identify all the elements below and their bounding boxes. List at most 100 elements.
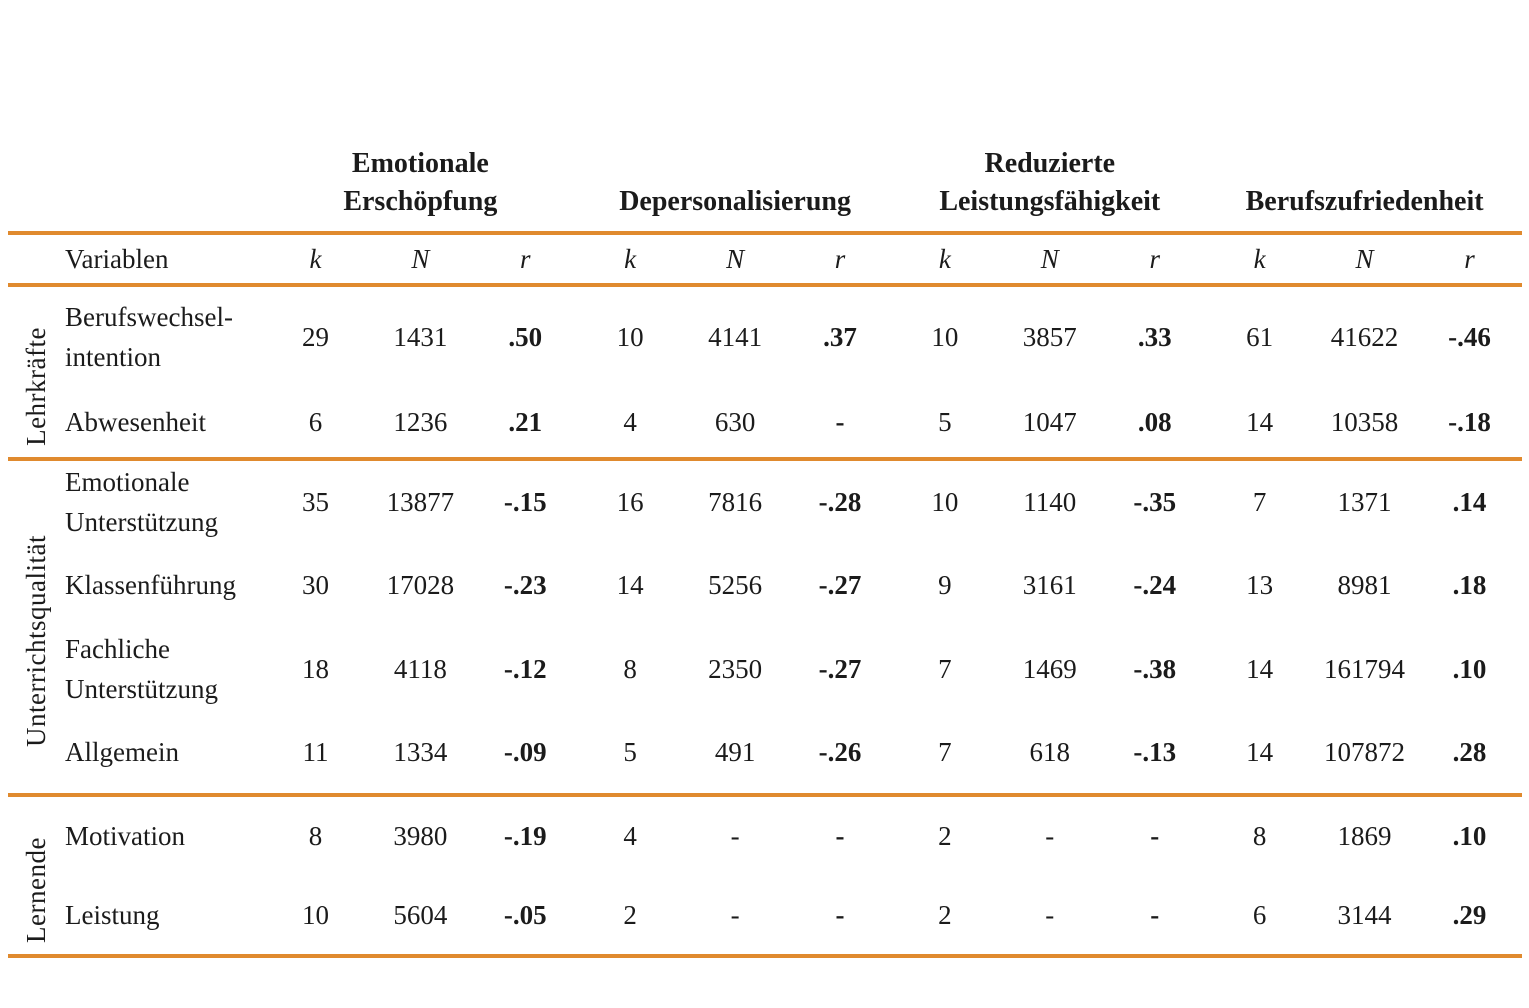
header-k: k: [263, 233, 368, 287]
variable-label: Emotionale Unterstützung: [65, 466, 218, 537]
cell-rl-N: 618: [997, 710, 1103, 797]
row-emotionale-unterstuetzung: Unterrichtsqualität Emotionale Unterstüt…: [8, 458, 1522, 797]
variable-label: Leistung: [63, 875, 263, 958]
cell-ee-N: 1236: [367, 386, 473, 461]
row-motivation: Lernende Motivation 8 3980 -.19 4 - - 2 …: [8, 794, 1522, 958]
row-leistung: Leistung 10 5604 -.05 2 - - 2 - - 6 3144…: [8, 875, 1522, 958]
cell-rl-k: 9: [938, 569, 952, 600]
cell-bz-k: 14: [1207, 710, 1313, 797]
cell-ee-N: 1334: [367, 710, 473, 797]
cell-bz-r: .28: [1416, 710, 1522, 797]
cell-dp-N: 491: [682, 710, 788, 797]
cell-bz-N: 10358: [1312, 386, 1417, 461]
row-group-label-lernende: Lernende: [8, 794, 63, 958]
cell-dp-r: -.28: [818, 486, 862, 517]
row-group-label-text: Lehrkräfte: [20, 327, 51, 446]
header-N: N: [367, 233, 473, 287]
cell-bz-r: -.18: [1416, 386, 1522, 461]
cell-ee-r: -.15: [503, 486, 547, 517]
header-N: N: [1312, 233, 1417, 287]
cell-bz-k: 8: [1252, 821, 1267, 852]
cell-rl-r: -: [1102, 875, 1208, 958]
column-group-emotionale-erschoepfung: Emotionale Erschöpfung: [263, 145, 578, 235]
cell-rl-N: 1140: [1023, 486, 1077, 517]
row-klassenfuehrung: Klassenführung 30 17028 -.23 14 5256 -.2…: [8, 543, 1522, 627]
cell-bz-r: .29: [1416, 875, 1522, 958]
row-group-label-lehrkraefte: Lehrkräfte: [8, 285, 63, 461]
cell-bz-k: 13: [1246, 569, 1274, 600]
cell-rl-k: 10: [931, 321, 959, 352]
cell-dp-k: 4: [623, 821, 637, 852]
group-column-spacer: [8, 233, 63, 287]
cell-ee-k: 35: [301, 486, 329, 517]
header-k: k: [577, 233, 683, 287]
header-N: N: [997, 233, 1103, 287]
cell-rl-r: -: [1150, 821, 1160, 852]
cell-bz-k: 14: [1246, 653, 1274, 684]
cell-bz-r: -.46: [1448, 321, 1491, 352]
row-fachliche-unterstuetzung: Fachliche Unterstützung 18 4118 -.12 8 2…: [8, 627, 1522, 711]
column-group-header-row: Emotionale Erschöpfung Depersonalisierun…: [8, 145, 1522, 235]
cell-ee-N: 3980: [393, 821, 448, 852]
cell-bz-N: 1869: [1337, 821, 1392, 852]
cell-bz-k: 7: [1252, 486, 1267, 517]
cell-ee-k: 11: [263, 710, 368, 797]
column-group-berufszufriedenheit: Berufszufriedenheit: [1207, 145, 1522, 235]
cell-dp-r: -: [835, 821, 845, 852]
cell-rl-N: 1047: [997, 386, 1103, 461]
column-group-reduzierte-leistungsfaehigkeit: Reduzierte Leistungsfähigkeit: [892, 145, 1208, 235]
cell-rl-N: 3857: [1022, 321, 1077, 352]
cell-rl-r: -.35: [1133, 486, 1177, 517]
variable-label: Allgemein: [63, 710, 263, 797]
cell-dp-N: 7816: [708, 486, 763, 517]
cell-bz-k: 6: [1207, 875, 1313, 958]
row-berufswechselintention: Lehrkräfte Berufswechsel- intention 29 1…: [8, 285, 1522, 461]
cell-dp-k: 14: [616, 569, 644, 600]
cell-dp-N: 630: [682, 386, 788, 461]
cell-ee-k: 18: [301, 653, 329, 684]
cell-dp-k: 10: [616, 321, 644, 352]
cell-ee-k: 30: [301, 569, 329, 600]
cell-ee-r: .21: [472, 386, 578, 461]
cell-bz-r: .18: [1452, 569, 1487, 600]
cell-rl-k: 10: [931, 486, 959, 517]
cell-rl-r: .08: [1102, 386, 1208, 461]
cell-ee-r: -.23: [503, 569, 547, 600]
cell-rl-k: 2: [892, 875, 998, 958]
row-group-label-unterrichtsqualitaet: Unterrichtsqualität: [8, 458, 63, 797]
cell-ee-N: 17028: [386, 569, 455, 600]
cell-dp-N: -: [682, 875, 788, 958]
header-N: N: [682, 233, 788, 287]
cell-ee-N: 1431: [393, 321, 448, 352]
cell-rl-r: -.38: [1133, 653, 1177, 684]
cell-bz-r: .14: [1452, 486, 1487, 517]
stat-header-row: Variablen k N r k N r k N r k N r: [8, 233, 1522, 287]
variable-label: Fachliche Unterstützung: [65, 633, 218, 704]
cell-ee-r: -.12: [503, 653, 547, 684]
corner-cell: [8, 145, 263, 235]
cell-bz-N: 161794: [1324, 653, 1406, 684]
variable-label: Klassenführung: [65, 569, 236, 600]
cell-rl-r: -.24: [1133, 569, 1177, 600]
cell-ee-r: -.19: [503, 821, 547, 852]
cell-dp-r: -.27: [818, 569, 862, 600]
cell-rl-r: -.13: [1102, 710, 1208, 797]
cell-dp-N: -: [730, 821, 740, 852]
cell-bz-N: 1371: [1337, 486, 1392, 517]
cell-dp-N: 4141: [708, 321, 763, 352]
cell-ee-N: 4118: [393, 653, 447, 684]
cell-dp-r: -: [787, 386, 893, 461]
header-r: r: [1416, 233, 1522, 287]
cell-dp-r: -.26: [787, 710, 893, 797]
cell-bz-k: 14: [1207, 386, 1313, 461]
cell-rl-N: 1469: [1022, 653, 1077, 684]
cell-rl-k: 7: [938, 653, 952, 684]
cell-dp-r: -.27: [818, 653, 862, 684]
cell-rl-N: 3161: [1022, 569, 1077, 600]
cell-ee-N: 5604: [367, 875, 473, 958]
cell-rl-N: -: [997, 875, 1103, 958]
cell-dp-r: .37: [823, 321, 857, 352]
header-r: r: [787, 233, 893, 287]
cell-bz-N: 3144: [1312, 875, 1417, 958]
